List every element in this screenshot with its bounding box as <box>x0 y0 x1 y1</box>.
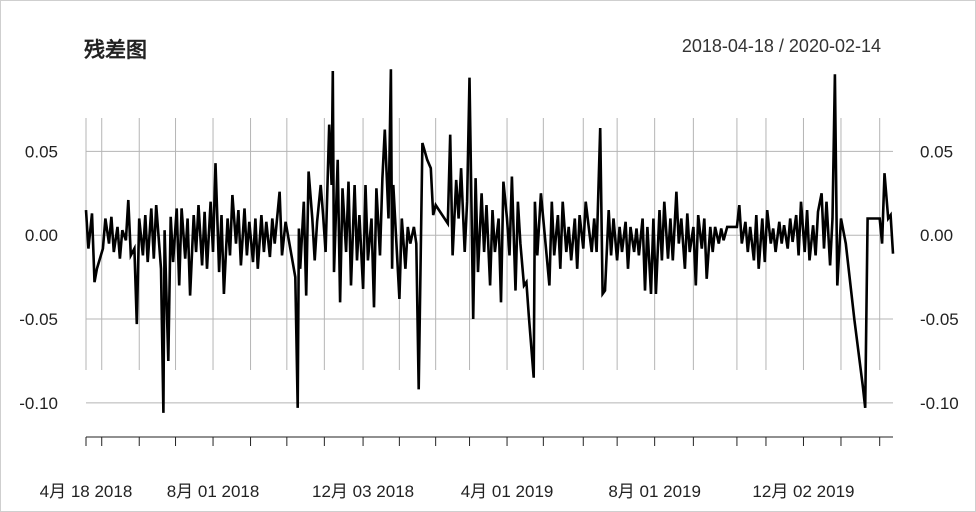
x-tick-label: 4月 18 2018 <box>40 482 133 501</box>
y-tick-label: -0.10 <box>19 394 58 413</box>
y-tick-label: 0.00 <box>25 226 58 245</box>
x-tick-label: 8月 01 2018 <box>167 482 260 501</box>
date-range-label: 2018-04-18 / 2020-02-14 <box>681 36 881 56</box>
axes <box>85 436 893 446</box>
series-line <box>84 69 895 413</box>
x-tick-label: 8月 01 2019 <box>608 482 701 501</box>
y-tick-label: 0.05 <box>25 142 58 161</box>
y-tick-label: -0.05 <box>19 310 58 329</box>
y-tick-label-right: -0.05 <box>920 310 959 329</box>
y-tick-labels: 0.05 0.05 0.00 0.00 -0.05 -0.05 -0.10 -0.10 <box>19 142 959 412</box>
x-tick-labels: 4月 18 2018 8月 01 2018 12月 03 2018 4月 01 201… <box>40 482 855 501</box>
x-tick-label: 12月 03 2018 <box>312 482 414 501</box>
series-group <box>84 69 895 413</box>
x-tick-label: 4月 01 2019 <box>461 482 554 501</box>
y-tick-label-right: 0.00 <box>920 226 953 245</box>
chart-title: 残差图 <box>84 38 147 62</box>
y-tick-label-right: 0.05 <box>920 142 953 161</box>
x-tick-label: 12月 02 2019 <box>752 482 854 501</box>
y-tick-label-right: -0.10 <box>920 394 959 413</box>
